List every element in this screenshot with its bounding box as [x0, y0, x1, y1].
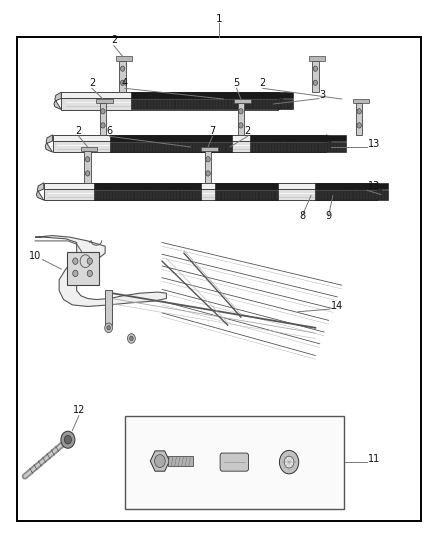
- Polygon shape: [61, 98, 278, 109]
- Circle shape: [101, 123, 105, 128]
- Polygon shape: [110, 135, 232, 141]
- Circle shape: [85, 157, 90, 162]
- Text: 2: 2: [89, 78, 95, 88]
- Polygon shape: [61, 92, 278, 98]
- Text: 2: 2: [260, 78, 266, 88]
- Text: 8: 8: [299, 211, 305, 221]
- Circle shape: [73, 258, 78, 264]
- Polygon shape: [45, 135, 53, 152]
- Circle shape: [313, 80, 318, 85]
- Polygon shape: [309, 56, 325, 61]
- Polygon shape: [96, 99, 113, 103]
- Polygon shape: [35, 236, 166, 306]
- Polygon shape: [44, 189, 377, 200]
- Text: 4: 4: [122, 78, 128, 88]
- Text: 1: 1: [215, 14, 223, 23]
- Circle shape: [357, 109, 361, 114]
- Text: 14: 14: [331, 301, 343, 311]
- Circle shape: [120, 80, 125, 85]
- Text: 5: 5: [233, 78, 240, 88]
- Circle shape: [85, 171, 90, 176]
- Polygon shape: [44, 183, 377, 189]
- Polygon shape: [99, 103, 106, 135]
- Bar: [168, 456, 193, 466]
- Text: 6: 6: [106, 126, 113, 136]
- Polygon shape: [356, 103, 362, 135]
- Bar: [131, 99, 293, 109]
- Polygon shape: [105, 290, 112, 325]
- Polygon shape: [312, 61, 318, 92]
- Circle shape: [87, 258, 92, 264]
- Circle shape: [284, 456, 294, 468]
- Polygon shape: [315, 183, 388, 189]
- Polygon shape: [234, 99, 251, 103]
- Circle shape: [64, 435, 71, 444]
- Polygon shape: [201, 147, 218, 151]
- Bar: [125, 416, 344, 509]
- Text: 2: 2: [244, 126, 251, 136]
- Circle shape: [239, 109, 243, 114]
- Text: 2: 2: [76, 126, 82, 136]
- Text: 11: 11: [368, 454, 380, 464]
- Polygon shape: [377, 183, 381, 200]
- Polygon shape: [150, 451, 170, 471]
- Polygon shape: [81, 147, 97, 151]
- Polygon shape: [353, 99, 369, 103]
- Circle shape: [206, 171, 210, 176]
- Circle shape: [120, 66, 125, 71]
- Text: 12: 12: [73, 405, 85, 415]
- Polygon shape: [205, 151, 211, 183]
- Text: 13: 13: [368, 181, 380, 191]
- FancyBboxPatch shape: [220, 453, 249, 471]
- Polygon shape: [84, 151, 91, 183]
- Circle shape: [61, 431, 75, 448]
- Polygon shape: [116, 56, 133, 61]
- Polygon shape: [53, 141, 326, 152]
- Text: 13: 13: [368, 139, 380, 149]
- Polygon shape: [250, 135, 346, 141]
- Circle shape: [87, 270, 92, 277]
- Text: 10: 10: [29, 251, 42, 261]
- FancyBboxPatch shape: [67, 252, 99, 285]
- Bar: [215, 190, 278, 199]
- Circle shape: [73, 270, 78, 277]
- Bar: [110, 142, 232, 151]
- Circle shape: [101, 109, 105, 114]
- Polygon shape: [238, 103, 244, 135]
- Text: 9: 9: [325, 211, 332, 221]
- Circle shape: [357, 123, 361, 128]
- Text: 7: 7: [209, 126, 215, 136]
- Polygon shape: [326, 135, 331, 152]
- Polygon shape: [53, 135, 326, 141]
- Bar: [315, 190, 388, 199]
- Text: 2: 2: [111, 35, 117, 45]
- Polygon shape: [54, 92, 61, 109]
- Bar: [94, 190, 201, 199]
- Circle shape: [313, 66, 318, 71]
- Text: 3: 3: [320, 90, 326, 100]
- Polygon shape: [278, 92, 283, 109]
- Polygon shape: [131, 92, 293, 98]
- Circle shape: [105, 323, 113, 333]
- Circle shape: [107, 326, 110, 330]
- Circle shape: [155, 455, 165, 467]
- Bar: [250, 142, 346, 151]
- Circle shape: [127, 334, 135, 343]
- Circle shape: [239, 123, 243, 128]
- Circle shape: [206, 157, 210, 162]
- Circle shape: [130, 336, 133, 341]
- Circle shape: [279, 450, 299, 474]
- Polygon shape: [36, 183, 44, 200]
- Polygon shape: [94, 183, 201, 189]
- Polygon shape: [119, 61, 126, 92]
- Polygon shape: [215, 183, 278, 189]
